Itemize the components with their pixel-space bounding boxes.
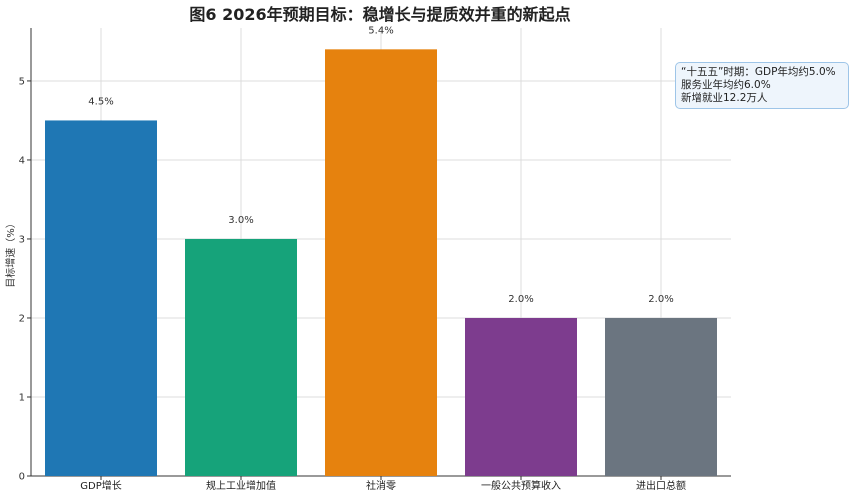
y-ticks: 0 1 2 3 4 5 xyxy=(19,76,31,483)
bar xyxy=(45,120,157,476)
y-axis-label: 目标增速（%） xyxy=(4,218,17,288)
x-tick-label: 社消零 xyxy=(366,479,396,492)
bars xyxy=(45,49,717,476)
x-tick-label: GDP增长 xyxy=(80,479,121,492)
x-tick-label: 规上工业增加值 xyxy=(206,479,276,492)
bar xyxy=(325,49,437,476)
annotation-line: “十五五”时期：GDP年均约5.0% xyxy=(681,66,836,78)
data-label: 4.5% xyxy=(88,96,113,107)
bar xyxy=(605,317,717,476)
data-label: 2.0% xyxy=(648,294,673,305)
x-tick-label: 进出口总额 xyxy=(636,479,686,492)
bar xyxy=(185,238,297,476)
data-label: 3.0% xyxy=(228,215,253,226)
y-tick-label: 2 xyxy=(19,313,25,324)
y-tick-label: 3 xyxy=(19,234,25,245)
data-labels: 4.5% 3.0% 5.4% 2.0% 2.0% xyxy=(88,25,673,305)
y-tick-label: 1 xyxy=(19,392,25,403)
annotation-line: 新增就业12.2万人 xyxy=(681,92,768,104)
chart-title: 图6 2026年预期目标：稳增长与提质效并重的新起点 xyxy=(189,5,570,24)
data-label: 2.0% xyxy=(508,294,533,305)
bar xyxy=(465,317,577,476)
category-labels: GDP增长 规上工业增加值 社消零 一般公共预算收入 进出口总额 xyxy=(80,476,686,492)
y-tick-label: 4 xyxy=(19,155,25,166)
annotation-box: “十五五”时期：GDP年均约5.0% 服务业年均约6.0% 新增就业12.2万人 xyxy=(675,62,849,109)
x-tick-label: 一般公共预算收入 xyxy=(481,479,561,492)
y-tick-label: 5 xyxy=(19,76,25,87)
annotation-line: 服务业年均约6.0% xyxy=(681,79,771,91)
y-tick-label: 0 xyxy=(19,472,25,483)
data-label: 5.4% xyxy=(368,25,393,36)
